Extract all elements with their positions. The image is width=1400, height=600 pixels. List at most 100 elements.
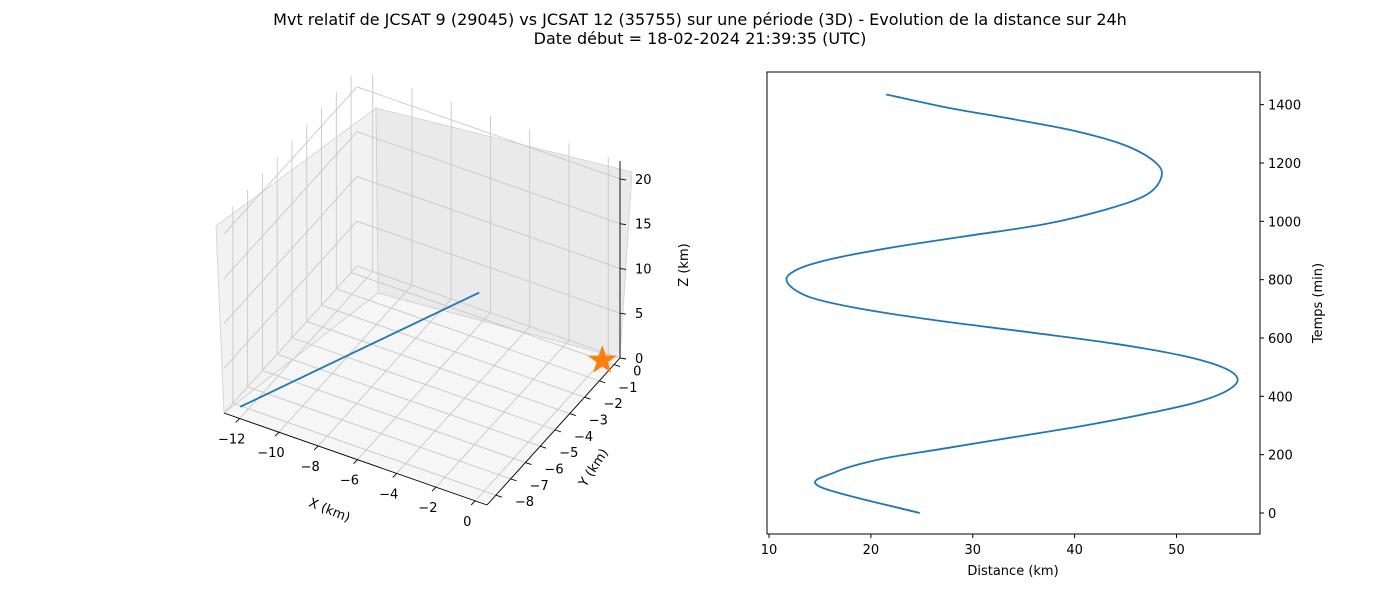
y-tick-3d [584, 396, 591, 400]
grid-line-y-floor [336, 288, 600, 382]
x-tick-label-3d: −12 [218, 432, 245, 447]
grid-line-z-back [356, 220, 621, 314]
x-tick-3d [235, 418, 241, 423]
data-2d [785, 93, 1239, 514]
grid-line-x-floor [317, 298, 452, 447]
x-axis-label: Distance (km) [967, 564, 1058, 579]
z-tick-label-3d: 10 [635, 262, 652, 277]
z-tick-label-3d: 5 [635, 307, 643, 322]
grid-line-y-floor [277, 353, 541, 447]
x-tick-3d [470, 500, 476, 506]
x-tick-3d [313, 445, 319, 451]
x-tick-3d [392, 473, 398, 478]
y-tick-3d [510, 478, 517, 482]
grid-line-y-floor [350, 272, 615, 365]
distance-curve [785, 93, 1239, 514]
grid-line-y-floor [247, 386, 511, 480]
z-tick-3d [619, 312, 627, 315]
grid-line-z-back [356, 131, 621, 225]
grid-line-y-floor [232, 402, 497, 496]
x-tick-label: 10 [761, 543, 778, 558]
z-tick-3d [619, 268, 627, 270]
x-tick-3d [274, 431, 280, 437]
z-tick-label-3d: 20 [635, 173, 652, 188]
z-axis-label-3d: Z (km) [677, 243, 692, 286]
x-axis-label-3d: X (km) [306, 496, 352, 526]
x-tick-3d [431, 486, 437, 492]
y-tick-3d [495, 494, 503, 498]
grid-line-y-floor [262, 370, 526, 463]
grid-3d [223, 74, 621, 502]
y-tick-label-3d: −3 [589, 414, 608, 429]
figure-subtitle: Date début = 18-02-2024 21:39:35 (UTC) [534, 29, 867, 48]
y-tick-label: 400 [1268, 390, 1293, 405]
grid-line-z-left [223, 86, 358, 235]
grid-line-z-left [223, 220, 358, 369]
x-tick-3d [353, 459, 358, 465]
grid-line-z-back [356, 265, 621, 359]
x-tick-label-3d: −6 [340, 474, 359, 489]
y-tick-label-3d: −8 [515, 495, 534, 510]
y-tick-3d [554, 429, 562, 433]
x-tick-label-3d: −8 [301, 460, 320, 475]
y-tick-3d [569, 413, 576, 416]
y-tick-3d [540, 445, 547, 449]
grid-line-z-back [356, 86, 621, 180]
y-tick-label: 800 [1268, 274, 1293, 289]
z-tick-label-3d: 15 [635, 218, 652, 233]
grid-line-x-floor [435, 339, 570, 488]
grid-line-z-left [223, 131, 358, 279]
z-tick-3d [619, 357, 627, 360]
y-tick-label: 1200 [1268, 157, 1301, 172]
y-tick-label: 0 [1268, 507, 1276, 522]
grid-line-z-left [223, 265, 358, 414]
plot-area-frame [766, 71, 1261, 535]
y-tick-label-3d: 0 [633, 365, 641, 380]
x-tick-label: 40 [1066, 543, 1083, 558]
grid-line-y-floor [306, 321, 570, 414]
y-tick-label-3d: −7 [530, 479, 549, 494]
grid-line-z-left [223, 176, 358, 324]
grid-line-x-floor [357, 312, 491, 460]
x-tick-label: 50 [1168, 543, 1185, 558]
y-tick-3d [599, 380, 606, 384]
y-tick-label-3d: −6 [544, 463, 563, 478]
grid-line-y-floor [321, 304, 585, 398]
y-tick-label: 1400 [1268, 99, 1301, 114]
y-tick-3d [613, 364, 621, 367]
data-3d [239, 291, 617, 408]
y-tick-label-3d: −5 [559, 446, 578, 461]
y-tick-label: 1000 [1268, 215, 1301, 230]
grid-line-y-floor [291, 337, 556, 431]
y-axis-label-3d: Y (km) [576, 446, 612, 491]
z-tick-3d [619, 223, 627, 226]
y-axis-label: Temps (min) [1311, 263, 1326, 344]
grid-line-x-floor [474, 353, 609, 502]
plot-distance-vs-time[interactable]: 10 20 30 40 50 0 200 400 600 800 1000 1200 1400 Dist… [761, 71, 1326, 579]
ticks-2d: 10 20 30 40 50 0 200 400 600 800 1000 1200 1400 [761, 99, 1301, 558]
y-tick-label-3d: −4 [574, 430, 593, 445]
z-tick-3d [619, 178, 627, 181]
x-tick-label-3d: −4 [379, 487, 398, 502]
plot-3d-trajectory[interactable]: −12−10−8−6−4−200−1−2−3−4−5−6−7−805101520… [215, 74, 692, 530]
x-tick-label-3d: 0 [463, 515, 471, 530]
grid-line-x-floor [278, 284, 413, 433]
y-tick-label: 200 [1268, 449, 1293, 464]
trajectory-line-3d [239, 291, 480, 408]
x-tick-label: 30 [964, 543, 981, 558]
y-tick-label: 600 [1268, 332, 1293, 347]
y-tick-label-3d: −1 [618, 381, 637, 396]
x-tick-label-3d: −2 [418, 501, 437, 516]
y-tick-3d [525, 462, 532, 465]
z-tick-label-3d: 0 [635, 352, 643, 367]
grid-line-x-floor [396, 326, 531, 474]
x-axis-line-3d [223, 412, 488, 506]
y-axis-line-3d [486, 357, 621, 506]
x-tick-label-3d: −10 [257, 446, 284, 461]
origin-star-marker [587, 345, 617, 373]
y-tick-label-3d: −2 [604, 397, 623, 412]
figure-title: Mvt relatif de JCSAT 9 (29045) vs JCSAT … [273, 10, 1127, 29]
grid-line-x-floor [239, 271, 374, 419]
